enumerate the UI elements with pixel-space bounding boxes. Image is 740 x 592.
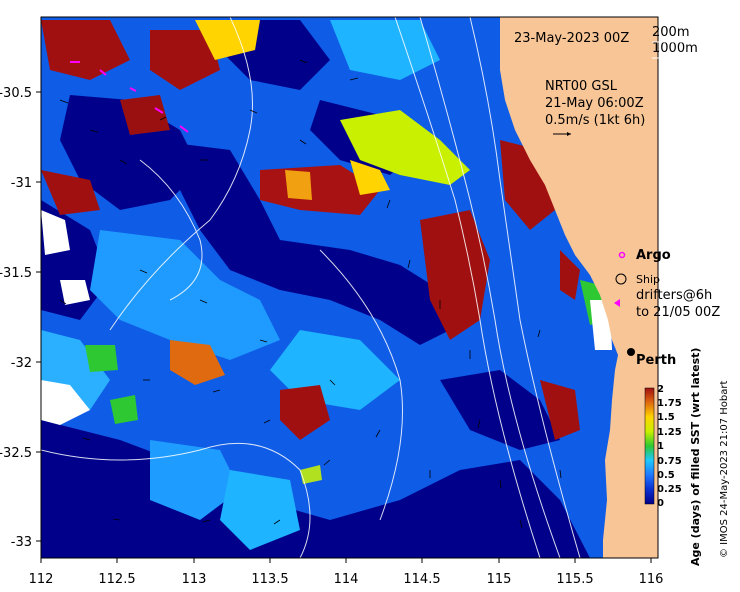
colorbar-tick: 1 (657, 441, 664, 452)
sst-age-field (41, 20, 612, 558)
land-mass (500, 17, 658, 558)
x-tick-label: 112 (29, 572, 54, 587)
ship-legend-label: Ship (636, 273, 660, 286)
y-tick-label: -31 (11, 176, 32, 191)
current-source-label: NRT00 GSL (545, 79, 618, 94)
x-tick-label: 112.5 (98, 572, 135, 587)
y-tick-label: -30.5 (0, 86, 32, 101)
argo-markers (70, 61, 189, 133)
drifters-legend-line2: to 21/05 00Z (636, 305, 720, 320)
contour-legend-200m: 200m (652, 25, 689, 40)
x-tick-label: 115.5 (556, 572, 593, 587)
colorbar-label: Age (days) of filled SST (wrt latest) (689, 348, 702, 566)
current-vectors (59, 59, 562, 529)
y-tick-label: -33 (11, 535, 32, 550)
x-tick-label: 115 (487, 572, 512, 587)
x-tick-label: 114 (334, 572, 359, 587)
perth-label: Perth (636, 353, 676, 368)
ship-legend-marker (615, 273, 627, 285)
x-tick-label: 114.5 (403, 572, 440, 587)
colorbar-ramp (644, 387, 655, 505)
y-tick-label: -31.5 (0, 266, 32, 281)
y-tick-label: -32 (11, 356, 32, 371)
x-tick-label: 116 (639, 572, 664, 587)
observation-legend: Argo Ship drifters@6h to 21/05 00Z (614, 248, 720, 320)
map-border (40, 16, 659, 559)
x-axis-labels: 112 112.5 113 113.5 114 114.5 115 115.5 … (29, 572, 664, 587)
vector-scale-label: 0.5m/s (1kt 6h) (545, 113, 645, 128)
current-time-label: 21-May 06:00Z (545, 96, 644, 111)
y-axis-labels: -30.5 -31 -31.5 -32 -32.5 -33 (0, 86, 32, 550)
drifter-legend-marker (614, 299, 620, 307)
vector-scale-arrow (553, 132, 571, 136)
perth-marker (627, 348, 635, 356)
contour-legend-1000m: 1000m (652, 41, 698, 56)
map-area (41, 17, 658, 558)
credit-label: © IMOS 24-May-2023 21:07 Hobart (719, 381, 730, 558)
colorbar-tick: 0.75 (657, 456, 682, 467)
y-tick-label: -32.5 (0, 446, 32, 461)
argo-legend-label: Argo (636, 248, 671, 263)
colorbar: 2 1.75 1.5 1.25 1 0.75 0.5 0.25 0 (644, 384, 682, 509)
colorbar-tick: 1.75 (657, 398, 682, 409)
colorbar-tick: 0.25 (657, 484, 682, 495)
colorbar-tick: 0 (657, 498, 664, 509)
bathymetry-contours (41, 17, 581, 558)
date-label: 23-May-2023 00Z (514, 31, 629, 46)
axis-ticks (36, 91, 652, 563)
colorbar-tick: 0.5 (657, 470, 675, 481)
colorbar-tick: 1.5 (657, 412, 675, 423)
colorbar-tick: 2 (657, 384, 664, 395)
drifters-legend-line1: drifters@6h (636, 288, 712, 303)
x-tick-label: 113 (182, 572, 207, 587)
x-tick-label: 113.5 (251, 572, 288, 587)
argo-legend-marker (618, 251, 626, 259)
colorbar-tick: 1.25 (657, 427, 682, 438)
